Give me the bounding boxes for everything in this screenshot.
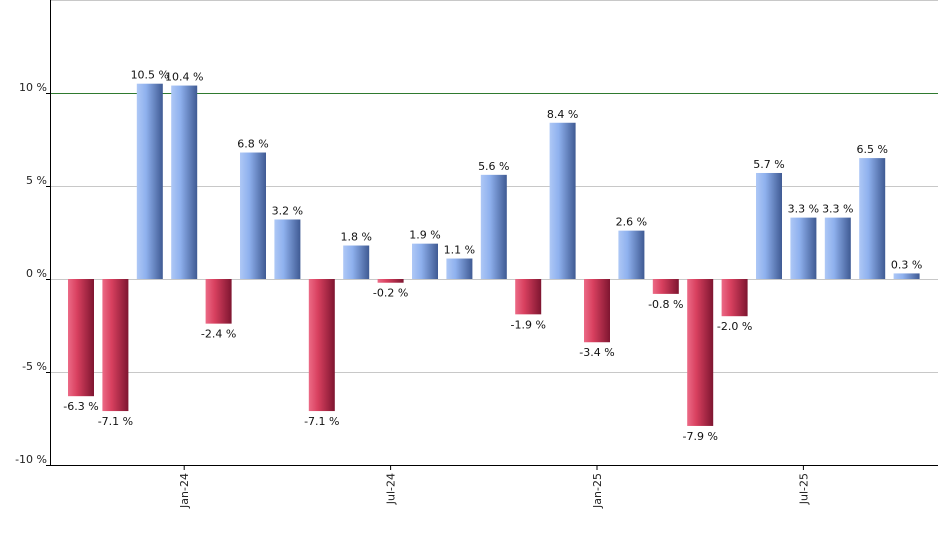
bar-2024-07: [377, 279, 404, 283]
data-label-2025-05: -2.0 %: [717, 320, 752, 333]
bar-2024-02: [205, 279, 232, 324]
bar-2025-09: [859, 158, 886, 279]
y-tick-label: -10 %: [15, 453, 47, 466]
axes: [46, 0, 938, 470]
x-tick-label: Jan-24: [178, 473, 191, 509]
y-tick-label: 0 %: [26, 267, 47, 280]
bar-2024-12: [549, 122, 576, 279]
data-label-2024-04: 3.2 %: [272, 204, 303, 217]
data-label-2024-07: -0.2 %: [373, 287, 408, 300]
data-label-2025-03: -0.8 %: [648, 298, 683, 311]
bar-2025-05: [721, 279, 748, 317]
bar-2023-10: [68, 279, 94, 397]
bar-2025-04: [687, 279, 714, 426]
data-label-2024-11: -1.9 %: [510, 318, 545, 331]
data-label-2025-10: 0.3 %: [891, 258, 922, 271]
y-tick-label: -5 %: [22, 360, 47, 373]
bars: [68, 83, 920, 426]
data-label-2025-04: -7.9 %: [682, 430, 717, 443]
data-label-2024-05: -7.1 %: [304, 415, 339, 428]
bar-2025-01: [584, 279, 610, 343]
x-tick-label: Jul-24: [385, 473, 398, 505]
data-label-2024-03: 6.8 %: [237, 138, 268, 151]
data-label-2025-02: 2.6 %: [616, 216, 647, 229]
bar-2023-11: [102, 279, 129, 412]
data-label-2024-12: 8.4 %: [547, 108, 578, 121]
data-label-2025-06: 5.7 %: [753, 158, 784, 171]
data-label-2024-08: 1.9 %: [409, 229, 440, 242]
bar-2025-08: [824, 217, 851, 279]
data-label-2024-09: 1.1 %: [444, 244, 475, 257]
x-tick-label: Jul-25: [797, 473, 810, 505]
data-label-2023-12: 10.5 %: [131, 69, 169, 82]
bar-2024-04: [274, 219, 301, 279]
bar-2024-10: [480, 174, 507, 279]
bar-2024-01: [171, 85, 198, 279]
bar-2025-03: [652, 279, 679, 294]
bar-2025-06: [756, 172, 782, 279]
bar-2025-10: [893, 273, 920, 279]
data-label-2025-09: 6.5 %: [856, 143, 887, 156]
data-label-2025-07: 3.3 %: [788, 203, 819, 216]
bar-2024-08: [412, 243, 438, 279]
data-label-2023-11: -7.1 %: [98, 415, 133, 428]
bar-2024-11: [515, 279, 542, 315]
y-tick-label: 5 %: [26, 174, 47, 187]
x-tick-label: Jan-25: [591, 473, 604, 509]
data-label-2024-06: 1.8 %: [340, 231, 371, 244]
data-label-2024-10: 5.6 %: [478, 160, 509, 173]
data-label-2025-08: 3.3 %: [822, 203, 853, 216]
labels: -6.3 %-7.1 %10.5 %10.4 %-2.4 %6.8 %3.2 %…: [15, 69, 922, 509]
bar-2024-03: [240, 152, 266, 279]
data-label-2024-02: -2.4 %: [201, 328, 236, 341]
data-label-2023-10: -6.3 %: [63, 400, 98, 413]
data-label-2025-01: -3.4 %: [579, 346, 614, 359]
bar-2025-07: [790, 217, 817, 279]
bar-2025-02: [618, 230, 645, 279]
bar-2024-06: [343, 245, 370, 279]
bar-2024-05: [308, 279, 335, 412]
data-label-2024-01: 10.4 %: [165, 71, 203, 84]
y-tick-label: 10 %: [19, 81, 47, 94]
bar-2024-09: [446, 258, 473, 279]
bar-2023-12: [136, 83, 163, 279]
